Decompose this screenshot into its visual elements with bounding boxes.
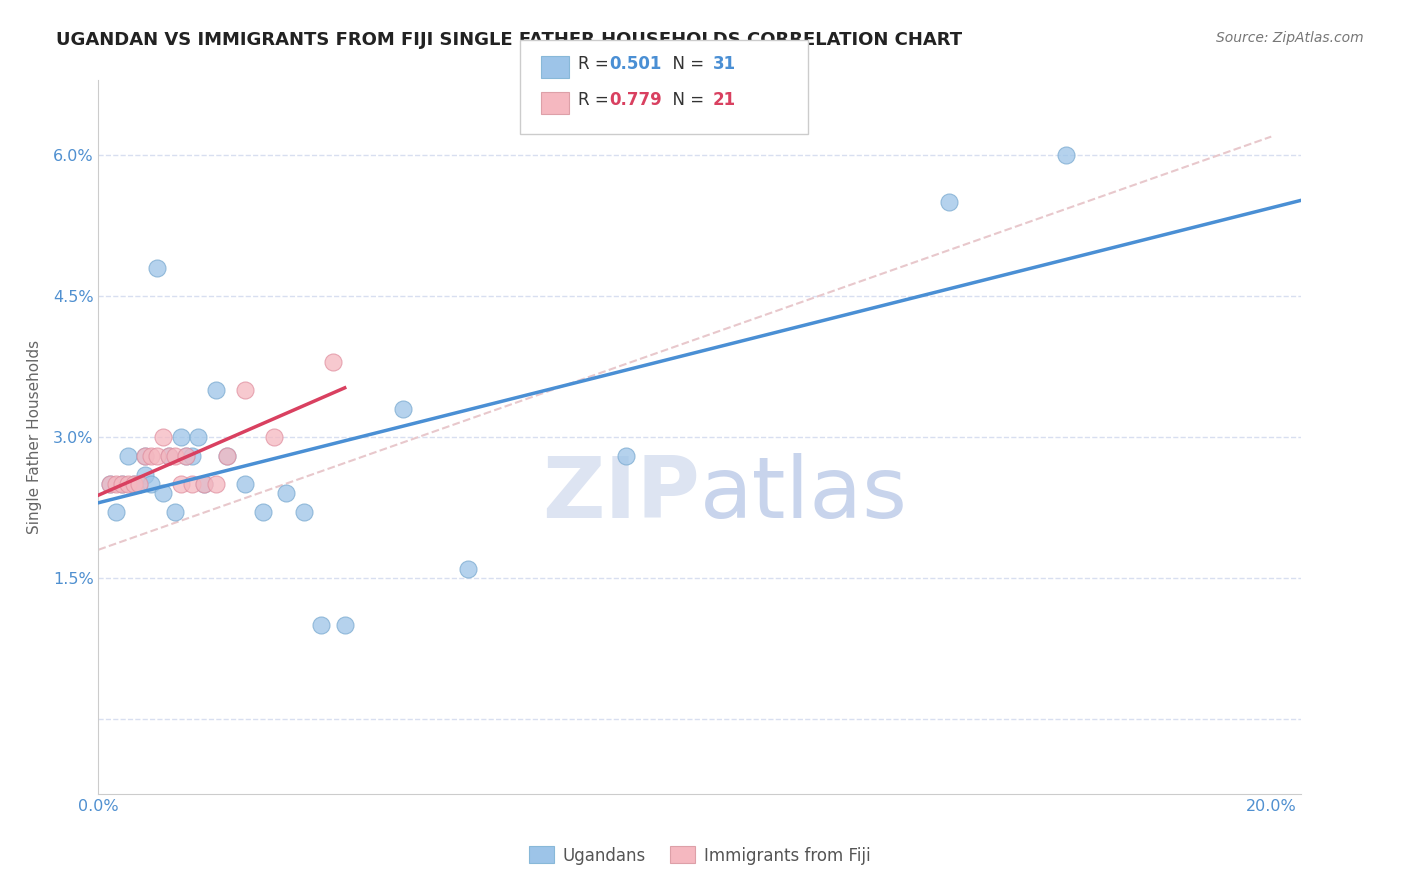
Text: UGANDAN VS IMMIGRANTS FROM FIJI SINGLE FATHER HOUSEHOLDS CORRELATION CHART: UGANDAN VS IMMIGRANTS FROM FIJI SINGLE F… [56,31,962,49]
Point [204,477,226,491]
Point [233,477,256,491]
Point [146,449,169,463]
Point [252,505,274,519]
Legend: Ugandans, Immigrants from Fiji: Ugandans, Immigrants from Fiji [522,839,877,871]
Point [457,561,479,575]
Text: R =: R = [578,55,614,73]
Point [163,449,186,463]
Point [98,477,121,491]
Point [146,261,169,276]
Point [217,449,239,463]
Text: ZIP: ZIP [541,452,699,536]
Point [111,477,134,491]
Point [157,449,180,463]
Text: N =: N = [662,55,710,73]
Point [152,430,174,444]
Point [614,449,637,463]
Point [1054,148,1077,162]
Point [392,401,415,416]
Point [117,477,139,491]
Point [292,505,315,519]
Point [233,383,256,397]
Point [169,430,191,444]
Text: 0.779: 0.779 [609,91,662,109]
Point [117,449,139,463]
Text: 31: 31 [713,55,735,73]
Point [333,618,356,632]
Point [176,449,198,463]
Point [169,477,191,491]
Point [274,486,297,500]
Point [163,505,186,519]
Point [193,477,215,491]
Point [98,477,121,491]
Text: 21: 21 [713,91,735,109]
Point [141,449,163,463]
Point [134,449,156,463]
Point [111,477,134,491]
Point [204,383,226,397]
Point [128,477,150,491]
Point [181,477,204,491]
Point [141,477,163,491]
Point [176,449,198,463]
Point [938,195,960,210]
Point [187,430,209,444]
Text: 0.501: 0.501 [609,55,661,73]
Text: N =: N = [662,91,710,109]
Point [181,449,204,463]
Point [152,486,174,500]
Point [263,430,285,444]
Point [217,449,239,463]
Point [134,467,156,482]
Point [134,449,156,463]
Point [309,618,332,632]
Text: Source: ZipAtlas.com: Source: ZipAtlas.com [1216,31,1364,45]
Point [105,505,128,519]
Point [322,355,344,369]
Point [157,449,180,463]
Point [128,477,150,491]
Text: R =: R = [578,91,614,109]
Y-axis label: Single Father Households: Single Father Households [27,340,42,534]
Text: atlas: atlas [699,452,907,536]
Point [122,477,145,491]
Point [105,477,128,491]
Point [193,477,215,491]
Point [122,477,145,491]
